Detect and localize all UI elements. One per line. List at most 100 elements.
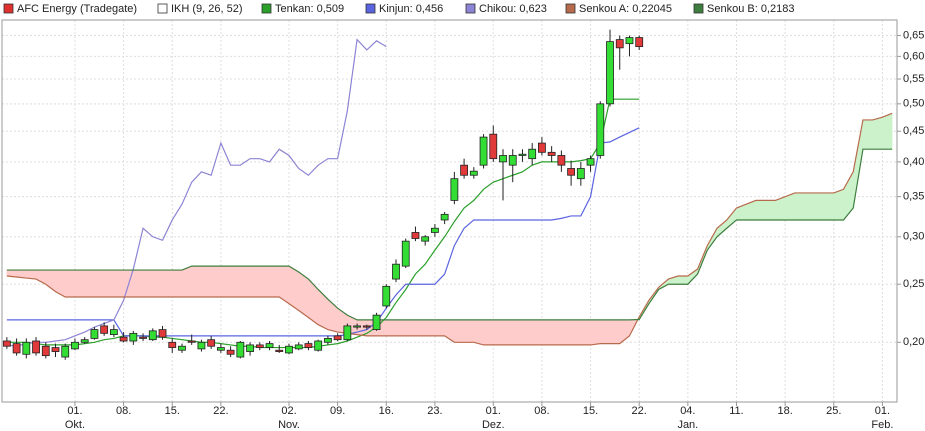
candle-body bbox=[557, 155, 566, 166]
candle-body bbox=[236, 341, 245, 358]
cloud-fill bbox=[677, 275, 689, 285]
candle-body bbox=[401, 240, 410, 267]
cloud-fill bbox=[230, 265, 241, 298]
candle-body bbox=[80, 339, 89, 343]
x-tick-label: 22. bbox=[213, 405, 228, 417]
cloud-fill bbox=[405, 319, 416, 337]
x-tick-label: 01. bbox=[486, 405, 501, 417]
legend-label: AFC Energy (Tradegate) bbox=[17, 3, 137, 15]
candle-body bbox=[489, 133, 498, 160]
y-tick-label: 0,25 bbox=[903, 278, 924, 290]
candle-body bbox=[158, 329, 167, 338]
candle-body bbox=[431, 227, 439, 233]
x-tick-label: 15. bbox=[165, 405, 180, 417]
cloud-fill bbox=[103, 269, 115, 298]
candle-body bbox=[353, 325, 361, 328]
cloud-fill bbox=[434, 319, 445, 337]
candle-body bbox=[32, 340, 40, 354]
candle-body bbox=[547, 151, 556, 156]
cloud-fill bbox=[784, 192, 796, 221]
candle-body bbox=[323, 338, 332, 343]
x-tick-label: 16. bbox=[379, 405, 394, 417]
candle-body bbox=[178, 345, 186, 351]
cloud-fill bbox=[833, 188, 844, 221]
candle-body bbox=[567, 168, 576, 176]
candle-body bbox=[362, 325, 371, 328]
candle-body bbox=[119, 336, 128, 342]
candle-body bbox=[71, 341, 79, 350]
cloud-fill bbox=[454, 319, 465, 343]
cloud-fill bbox=[152, 269, 163, 298]
x-tick-label: 18. bbox=[777, 405, 792, 417]
y-tick-label: 0,35 bbox=[903, 191, 924, 203]
candle-body bbox=[508, 155, 517, 166]
candle-body bbox=[22, 341, 31, 355]
legend-label: Kinjun: 0,456 bbox=[379, 3, 443, 15]
candle-body bbox=[41, 345, 50, 357]
cloud-fill bbox=[210, 265, 222, 298]
cloud-fill bbox=[463, 319, 475, 343]
x-month-label: Nov. bbox=[278, 419, 300, 431]
legend-label: Tenkan: 0,509 bbox=[275, 3, 344, 15]
candle-body bbox=[265, 343, 274, 348]
x-month-label: Feb. bbox=[871, 419, 893, 431]
cloud-fill bbox=[862, 119, 873, 150]
candle-body bbox=[635, 37, 644, 47]
candle-body bbox=[606, 41, 614, 105]
cloud-fill bbox=[259, 265, 270, 298]
candle-body bbox=[343, 325, 352, 341]
y-tick-label: 0,40 bbox=[903, 156, 924, 168]
candle-body bbox=[392, 263, 400, 280]
cloud-fill bbox=[483, 319, 494, 346]
candle-body bbox=[226, 349, 235, 355]
lines bbox=[6, 38, 893, 349]
candle-body bbox=[294, 344, 303, 350]
cloud-fill bbox=[492, 319, 504, 346]
candle-body bbox=[314, 340, 323, 351]
candle-body bbox=[411, 232, 420, 239]
candle-body bbox=[625, 37, 634, 45]
candle-body bbox=[382, 285, 391, 307]
cloud-fill bbox=[64, 269, 76, 298]
cloud-fill bbox=[823, 192, 835, 221]
candle-body bbox=[246, 344, 254, 352]
legend-swatch bbox=[465, 3, 476, 14]
candle-body bbox=[100, 325, 109, 334]
indicator-line bbox=[6, 148, 893, 321]
candle-body bbox=[528, 148, 537, 160]
candle-body bbox=[615, 39, 624, 49]
legend-swatch bbox=[565, 3, 576, 14]
candle-body bbox=[469, 170, 478, 176]
candle-body bbox=[479, 136, 488, 166]
candle-body bbox=[168, 341, 177, 348]
cloud-fill bbox=[269, 265, 280, 298]
candle-body bbox=[139, 336, 147, 339]
candle-body bbox=[51, 347, 60, 352]
x-tick-label: 25. bbox=[826, 405, 841, 417]
cloud-fill bbox=[590, 319, 601, 346]
cloud-fill bbox=[113, 269, 124, 298]
candle-body bbox=[440, 213, 449, 221]
y-tick-label: 0,50 bbox=[903, 98, 924, 110]
cloud-fill bbox=[249, 265, 261, 298]
cloud-fill bbox=[551, 319, 562, 346]
legend-swatch bbox=[261, 3, 272, 14]
candle-body bbox=[576, 168, 585, 180]
cloud-fill bbox=[872, 116, 883, 150]
cloud-fill bbox=[765, 200, 776, 221]
legend: AFC Energy (Tradegate) IKH (9, 26, 52) Ten… bbox=[3, 3, 794, 15]
candle-body bbox=[12, 343, 21, 354]
cloud-fill bbox=[541, 319, 552, 346]
candle-body bbox=[372, 314, 381, 330]
x-tick-label: 09. bbox=[330, 405, 345, 417]
candle-body bbox=[285, 345, 293, 354]
cloud-fill bbox=[561, 319, 572, 346]
y-tick-label: 0,45 bbox=[903, 125, 924, 137]
x-tick-label: 22. bbox=[632, 405, 647, 417]
legend-swatch bbox=[157, 3, 168, 14]
candle-body bbox=[596, 103, 605, 156]
candle-body bbox=[109, 329, 118, 336]
cloud-fill bbox=[84, 269, 95, 298]
cloud-fill bbox=[220, 265, 231, 298]
legend-label: Senkou B: 0,2183 bbox=[707, 3, 794, 15]
